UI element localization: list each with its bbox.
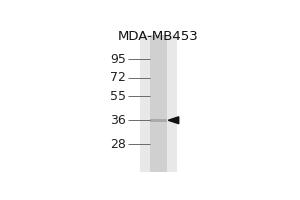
Text: 28: 28 — [110, 138, 126, 151]
Text: 55: 55 — [110, 90, 126, 103]
Polygon shape — [168, 117, 179, 124]
Text: MDA-MB453: MDA-MB453 — [118, 30, 199, 43]
Bar — [150, 119, 167, 122]
Bar — [150, 35, 167, 172]
Text: 95: 95 — [110, 53, 126, 66]
Bar — [140, 35, 177, 172]
Text: 36: 36 — [110, 114, 126, 127]
Text: 72: 72 — [110, 71, 126, 84]
